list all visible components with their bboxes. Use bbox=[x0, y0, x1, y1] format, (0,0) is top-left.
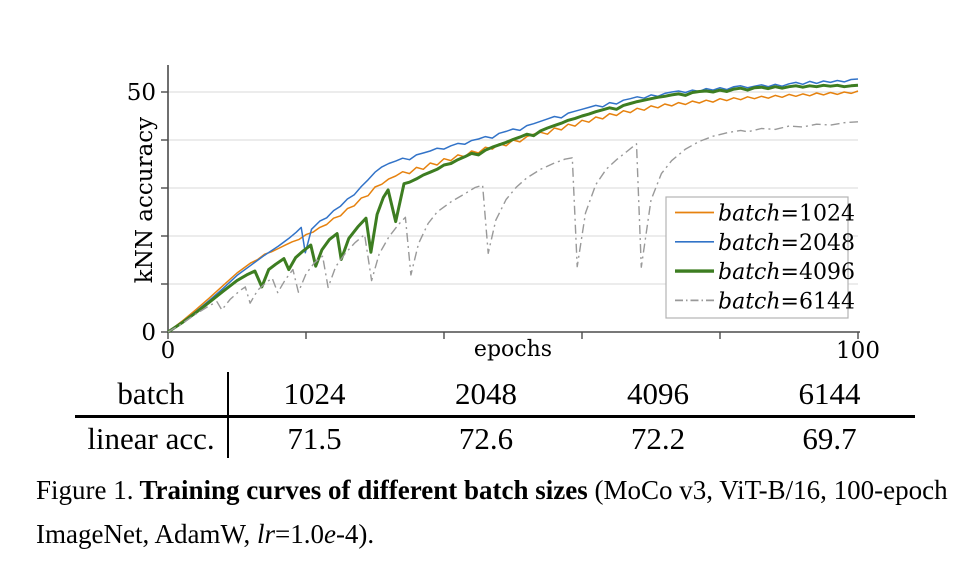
legend-label: batch=4096 bbox=[718, 260, 855, 285]
linear-acc-value: 71.5 bbox=[228, 415, 400, 458]
batch-value: 4096 bbox=[627, 376, 689, 411]
legend-label: batch=2048 bbox=[718, 231, 855, 256]
legend-var-value: =2048 bbox=[781, 231, 855, 256]
batch-value: 2048 bbox=[455, 376, 517, 411]
x-tick-label: 100 bbox=[836, 338, 880, 364]
figure-caption: Figure 1. Training curves of different ba… bbox=[36, 468, 948, 556]
batch-accuracy-table: batch 1024 2048 4096 6144 linear acc. 71… bbox=[75, 372, 915, 458]
caption-lr-var: lr bbox=[256, 519, 275, 549]
legend-box bbox=[665, 196, 849, 319]
series-batch-6144 bbox=[167, 121, 859, 333]
caption-text: -4). bbox=[335, 519, 375, 549]
legend-var-name: batch bbox=[718, 260, 781, 285]
legend-var-name: batch bbox=[718, 202, 781, 227]
legend-var-value: =4096 bbox=[781, 260, 855, 285]
linear-acc-value: 72.2 bbox=[572, 415, 744, 458]
y-tick-label: 0 bbox=[141, 320, 156, 346]
x-axis-label: epochs bbox=[474, 337, 552, 362]
caption-e-var: e bbox=[323, 519, 336, 549]
caption-text: (MoCo v3, ViT-B/16, 100-epoch ImageNet, … bbox=[36, 475, 948, 549]
batch-value: 6144 bbox=[798, 376, 861, 411]
legend-label: batch=6144 bbox=[718, 289, 855, 314]
row-header-linear-acc: linear acc. bbox=[75, 415, 229, 458]
legend-label: batch=1024 bbox=[718, 202, 855, 227]
legend-var-name: batch bbox=[718, 231, 781, 256]
x-tick-label: 0 bbox=[161, 338, 176, 364]
training-curves-figure: 0 50 0 100 epochs kNN accuracy batch=1024 batch… bbox=[127, 65, 880, 364]
table-row-linear-acc: linear acc. 71.5 72.6 72.2 69.7 bbox=[75, 415, 915, 458]
table-row-batch: batch 1024 2048 4096 6144 bbox=[75, 372, 915, 417]
batch-value: 1024 bbox=[283, 376, 346, 411]
legend-var-value: =6144 bbox=[781, 289, 855, 314]
series-batch-2048 bbox=[167, 78, 859, 333]
caption-text: =1.0 bbox=[274, 519, 324, 549]
y-tick-label: 50 bbox=[127, 80, 156, 106]
linear-acc-value: 72.6 bbox=[400, 415, 572, 458]
caption-bold-title: Training curves of different batch sizes bbox=[139, 475, 588, 505]
legend-var-name: batch bbox=[718, 289, 781, 314]
row-header-batch: batch bbox=[75, 372, 229, 417]
caption-figure-label: Figure 1. bbox=[36, 475, 134, 505]
y-axis-label: kNN accuracy bbox=[132, 117, 158, 283]
legend-var-value: =1024 bbox=[781, 202, 855, 227]
linear-acc-value: 69.7 bbox=[744, 415, 915, 458]
